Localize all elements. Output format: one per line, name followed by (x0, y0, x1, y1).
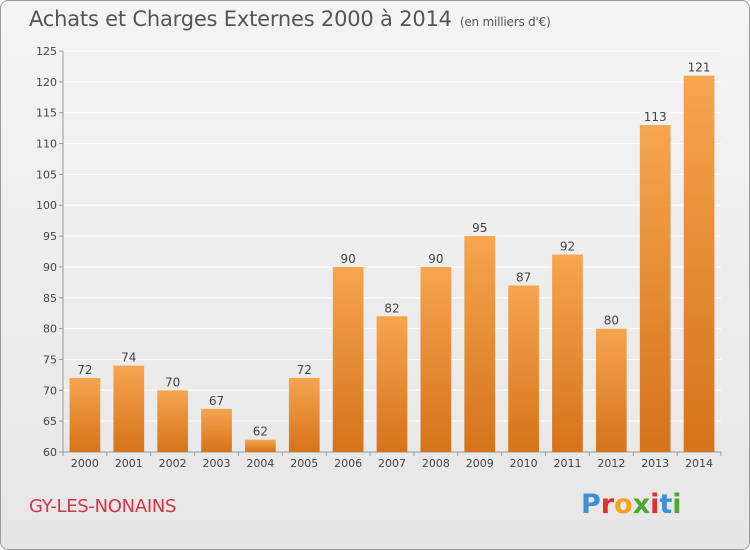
ytick-label-60: 60 (43, 446, 57, 459)
bar-2010 (508, 285, 539, 452)
data-label-2005: 72 (297, 363, 312, 377)
chart-title: Achats et Charges Externes 2000 à 2014 (e… (29, 7, 551, 31)
xtick-label-2008: 2008 (422, 457, 450, 470)
data-label-2000: 72 (77, 363, 92, 377)
xtick-label-2010: 2010 (510, 457, 538, 470)
xtick-label-2009: 2009 (466, 457, 494, 470)
data-label-2011: 92 (560, 240, 575, 254)
xtick-label-2013: 2013 (641, 457, 669, 470)
xtick-label-2005: 2005 (290, 457, 318, 470)
data-label-2013: 113 (644, 110, 667, 124)
ytick-label-80: 80 (43, 323, 57, 336)
xtick-label-2002: 2002 (159, 457, 187, 470)
ytick-label-85: 85 (43, 292, 57, 305)
data-label-2012: 80 (604, 314, 619, 328)
ytick-label-65: 65 (43, 415, 57, 428)
xtick-label-2001: 2001 (115, 457, 143, 470)
ytick-label-105: 105 (36, 168, 57, 181)
bar-2001 (113, 365, 145, 452)
bar-2014 (683, 75, 715, 452)
xtick-label-2003: 2003 (203, 457, 231, 470)
bar-2003 (201, 408, 232, 452)
bar-2006 (332, 266, 364, 452)
data-label-2002: 70 (165, 375, 180, 389)
proxiti-logo: Proxiti (581, 489, 682, 520)
ytick-label-70: 70 (43, 384, 57, 397)
bar-2011 (552, 254, 583, 452)
xtick-label-2000: 2000 (71, 457, 99, 470)
ytick-label-110: 110 (36, 138, 57, 151)
bar-2012 (595, 328, 627, 452)
bar-2002 (157, 390, 189, 452)
data-label-2007: 82 (384, 301, 399, 315)
logo-letter-1: r (600, 489, 615, 520)
logo-letter-3: x (632, 489, 651, 520)
data-label-2004: 62 (253, 425, 268, 439)
ytick-label-90: 90 (43, 261, 57, 274)
ytick-label-100: 100 (36, 199, 57, 212)
xtick-label-2006: 2006 (334, 457, 362, 470)
bar-2007 (376, 316, 408, 452)
bar-2008 (420, 266, 452, 452)
ytick-label-120: 120 (36, 76, 57, 89)
data-label-2006: 90 (340, 252, 355, 266)
data-label-2008: 90 (428, 252, 443, 266)
data-label-2001: 74 (121, 351, 136, 365)
bar-2005 (288, 377, 320, 452)
ytick-label-75: 75 (43, 353, 57, 366)
data-label-2003: 67 (209, 394, 224, 408)
logo-letter-4: i (650, 489, 660, 520)
bar-2000 (69, 377, 101, 452)
data-label-2010: 87 (516, 270, 531, 284)
logo-letter-5: t (659, 489, 673, 520)
xtick-label-2014: 2014 (685, 457, 713, 470)
bar-2013 (639, 125, 671, 453)
xtick-label-2007: 2007 (378, 457, 406, 470)
ytick-label-95: 95 (43, 230, 57, 243)
place-name: GY-LES-NONAINS (29, 496, 177, 517)
chart-title-text: Achats et Charges Externes 2000 à 2014 (29, 7, 452, 31)
xtick-label-2011: 2011 (553, 457, 581, 470)
logo-letter-2: o (614, 489, 633, 520)
ytick-label-125: 125 (36, 45, 57, 58)
xtick-label-2012: 2012 (597, 457, 625, 470)
logo-letter-0: P (581, 489, 601, 520)
ytick-label-115: 115 (36, 107, 57, 120)
data-label-2009: 95 (472, 221, 487, 235)
bar-2009 (464, 236, 496, 452)
bar-2004 (245, 439, 276, 452)
data-label-2014: 121 (688, 61, 711, 75)
xtick-label-2004: 2004 (246, 457, 274, 470)
logo-letter-6: i (672, 489, 682, 520)
unit-note: (en milliers d'€) (459, 15, 551, 29)
